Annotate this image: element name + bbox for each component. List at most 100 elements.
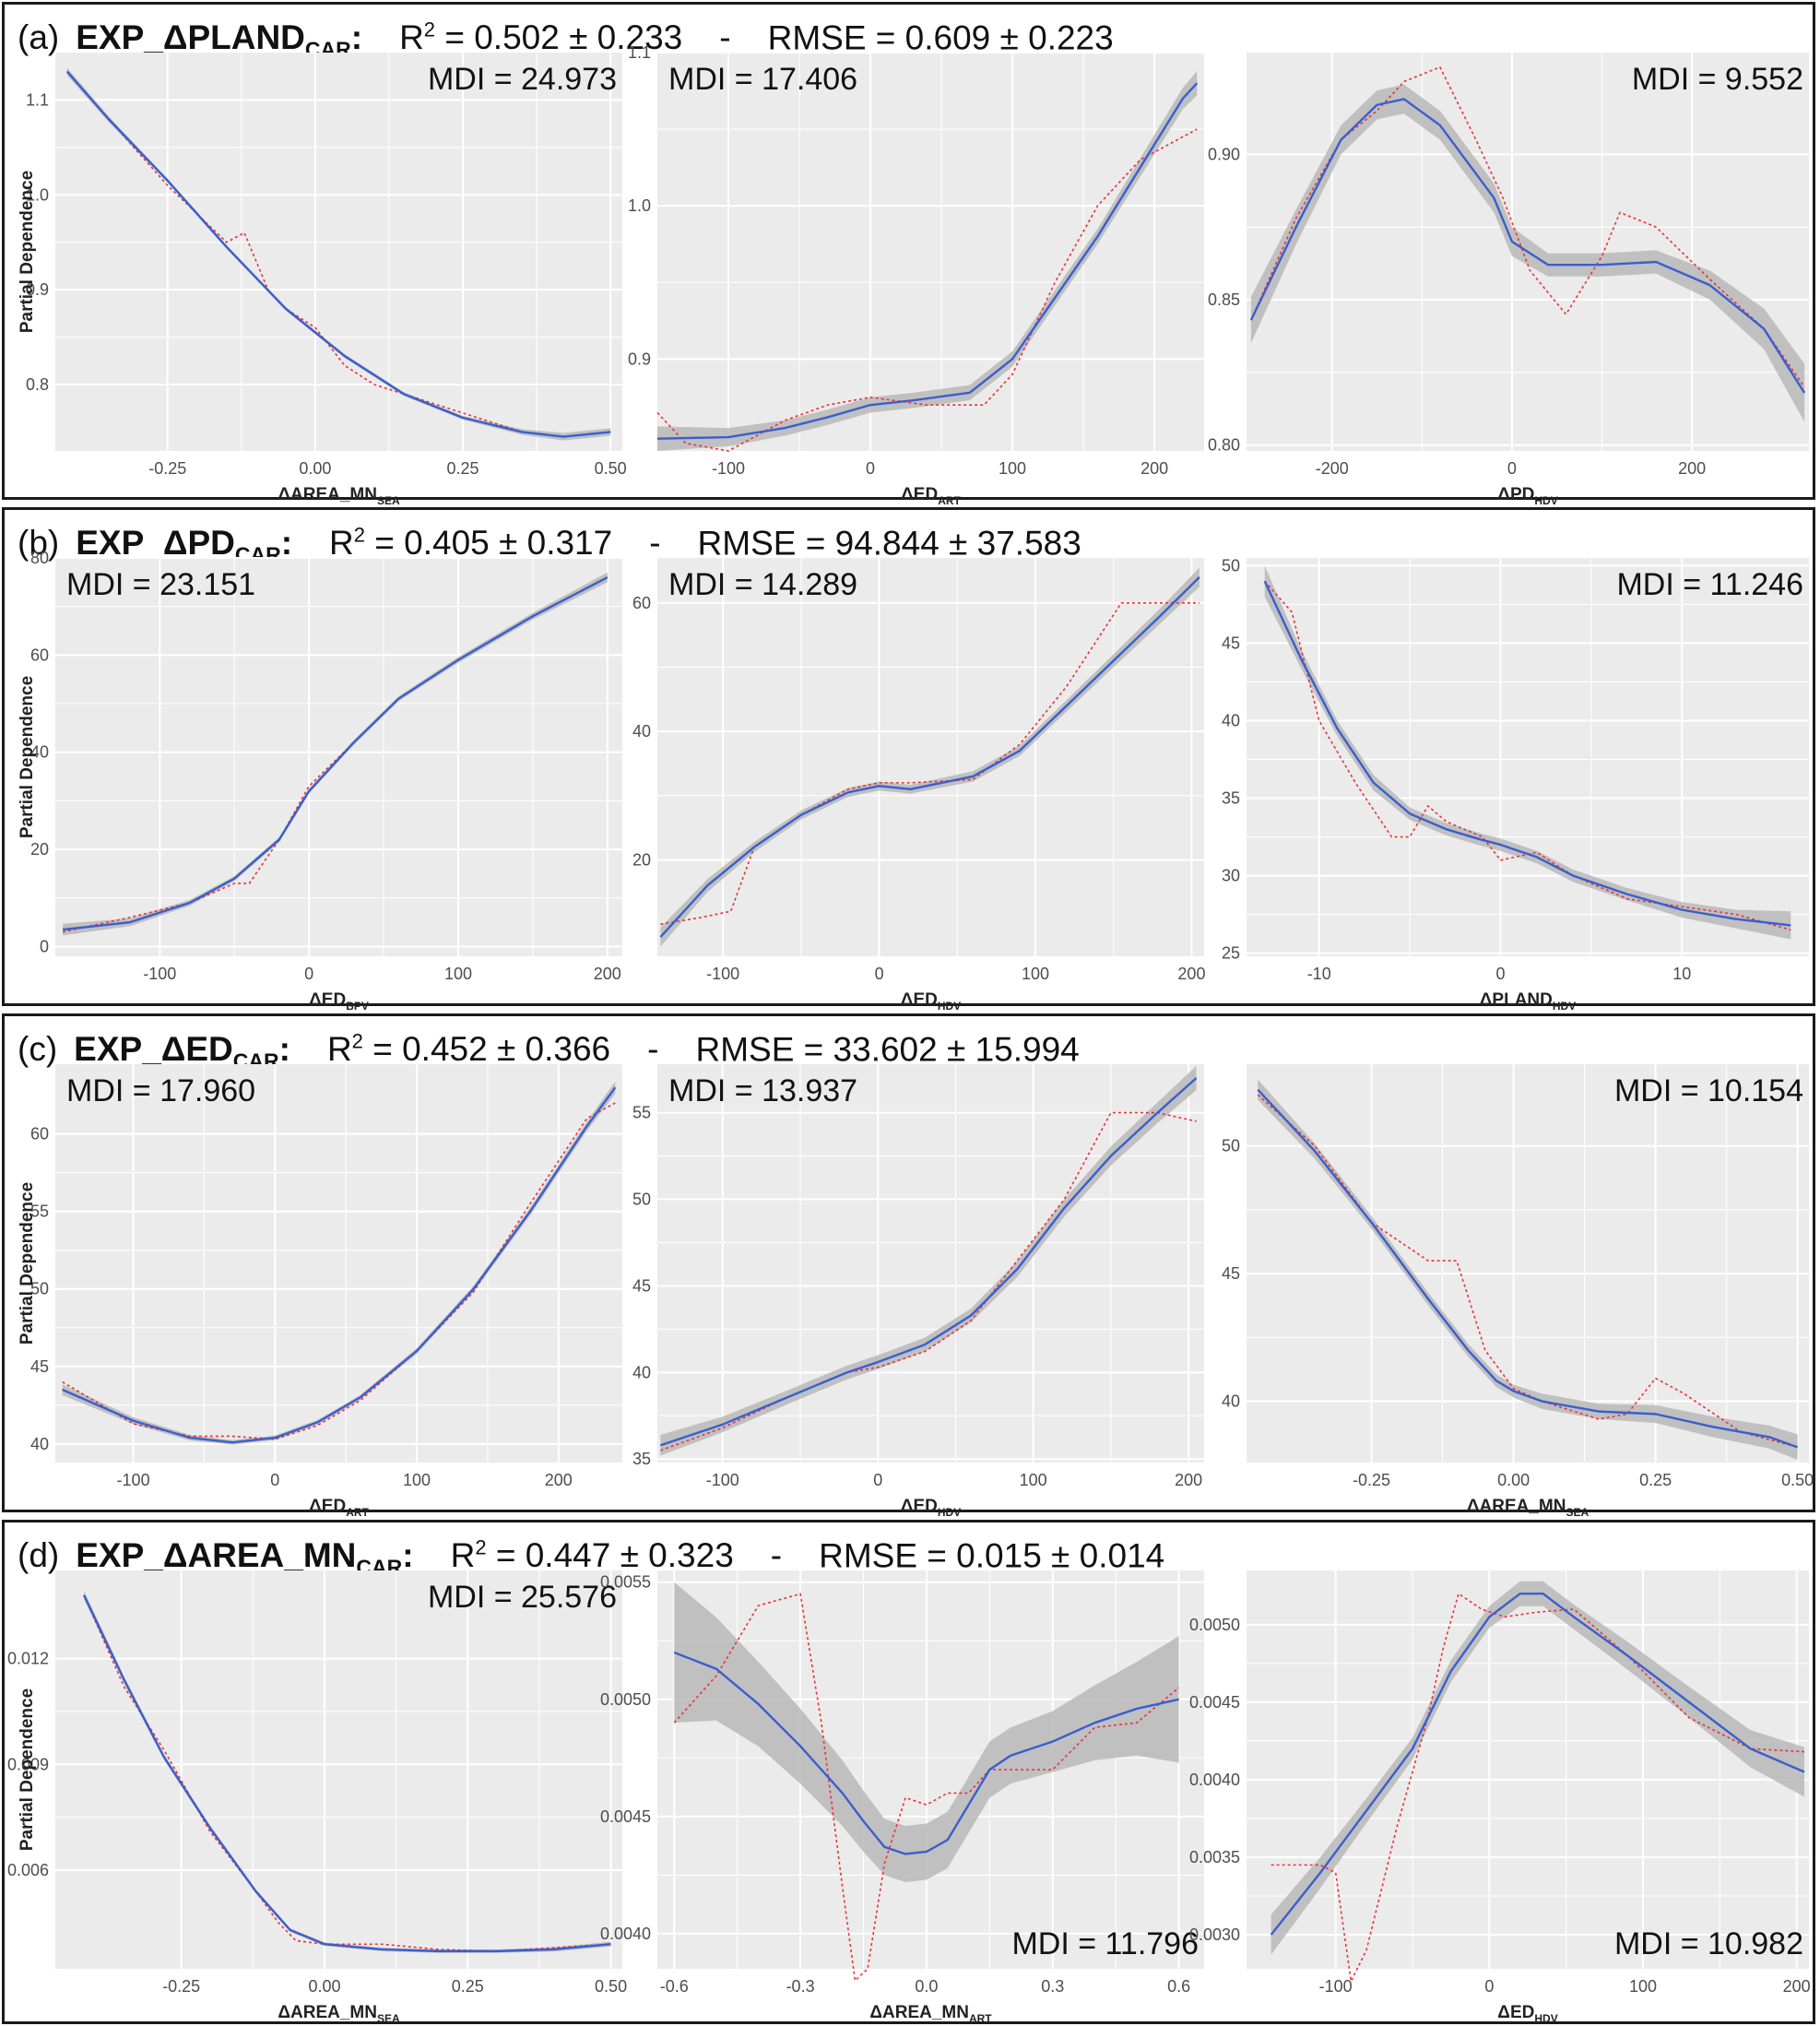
plot-panel <box>657 1064 1204 1463</box>
raw-dependence-line <box>1250 65 1805 388</box>
y-tick-label: 45 <box>30 1357 49 1376</box>
y-axis-label: Partial Dependence <box>18 1182 37 1345</box>
y-tick-label: 0.0030 <box>1189 1925 1240 1944</box>
x-tick-label: 0 <box>1507 459 1517 478</box>
x-tick-label: -100 <box>706 965 739 983</box>
mdi-annotation: MDI = 10.154 <box>1614 1073 1803 1108</box>
y-tick-label: 20 <box>632 850 651 869</box>
x-tick-label: 100 <box>444 965 472 983</box>
x-tick-label: -0.3 <box>786 1977 815 1996</box>
r2-metric: R2 = 0.447 ± 0.323 <box>450 1536 734 1575</box>
y-tick-label: 25 <box>1222 944 1240 963</box>
y-tick-label: 0 <box>40 937 49 955</box>
x-tick-label: 100 <box>999 459 1026 478</box>
x-tick-label: 10 <box>1672 965 1691 983</box>
x-tick-label: 200 <box>1140 459 1168 478</box>
smoothed-dependence-line <box>62 576 609 931</box>
row-tag: (a) <box>18 18 60 57</box>
row-tag: (c) <box>18 1030 58 1069</box>
x-tick-label: 0.25 <box>1639 1471 1672 1489</box>
x-tick-label: 100 <box>1022 965 1049 983</box>
x-axis-label: ΔAREA_MNSEA <box>278 2003 400 2025</box>
x-tick-label: -0.25 <box>1353 1471 1390 1489</box>
x-tick-label: -200 <box>1316 459 1349 478</box>
confidence-band <box>1258 1079 1798 1461</box>
y-tick-label: 0.9 <box>26 280 49 299</box>
row-header: (b) EXP_ΔPDCAR: R2 = 0.405 ± 0.317- RMSE = … <box>18 515 1081 567</box>
y-tick-label: 60 <box>30 1125 49 1143</box>
mdi-annotation: MDI = 23.151 <box>66 567 255 602</box>
x-tick-label: 0.25 <box>452 1977 484 1996</box>
confidence-band <box>1270 1581 1804 1955</box>
x-axis-label: ΔAREA_MNSEA <box>278 485 400 507</box>
smoothed-dependence-line <box>65 70 611 438</box>
separator: - <box>770 1536 783 1575</box>
x-tick-label: 0 <box>270 1471 279 1489</box>
mdi-annotation: MDI = 14.289 <box>668 567 857 602</box>
mdi-annotation: MDI = 24.973 <box>428 62 617 97</box>
x-tick-label: -100 <box>712 459 745 478</box>
rmse-metric: RMSE = 33.602 ± 15.994 <box>695 1030 1080 1069</box>
row-tag: (b) <box>18 524 60 563</box>
raw-dependence-line <box>1270 1592 1805 1985</box>
x-tick-label: 0 <box>1484 1977 1494 1996</box>
y-tick-label: 50 <box>1222 556 1240 575</box>
y-tick-label: 50 <box>30 1280 49 1298</box>
x-tick-label: 0.00 <box>299 459 331 478</box>
y-tick-label: 35 <box>632 1450 651 1468</box>
smoothed-dependence-line <box>82 1594 611 1953</box>
y-tick-label: 40 <box>30 1435 49 1453</box>
y-tick-label: 0.85 <box>1208 290 1240 309</box>
plot-panel <box>55 1064 622 1463</box>
plot-panel <box>55 53 622 451</box>
x-tick-label: 100 <box>403 1471 431 1489</box>
y-tick-label: 1.0 <box>26 185 49 204</box>
mdi-annotation: MDI = 10.982 <box>1614 1926 1803 1961</box>
y-tick-label: 50 <box>1222 1137 1240 1155</box>
y-tick-label: 0.9 <box>628 350 651 368</box>
raw-dependence-line <box>1257 1094 1798 1449</box>
row-header: (d) EXP_ΔAREA_MNCAR: R2 = 0.447 ± 0.323- RM… <box>18 1528 1164 1580</box>
y-tick-label: 0.90 <box>1208 145 1240 163</box>
target-variable: EXP_ΔAREA_MNCAR: <box>76 1536 414 1580</box>
row-header: (c) EXP_ΔEDCAR: R2 = 0.452 ± 0.366- RMSE = … <box>18 1022 1080 1073</box>
x-tick-label: 200 <box>1177 965 1205 983</box>
mdi-annotation: MDI = 17.960 <box>66 1073 255 1108</box>
y-tick-label: 45 <box>1222 1264 1240 1283</box>
y-tick-label: 45 <box>632 1276 651 1295</box>
y-tick-label: 50 <box>632 1191 651 1209</box>
x-axis-label: ΔPLANDHDV <box>1480 990 1576 1013</box>
y-axis-label: Partial Dependence <box>18 1688 37 1851</box>
r2-metric: R2 = 0.405 ± 0.317 <box>329 524 613 563</box>
mdi-annotation: MDI = 25.576 <box>428 1580 617 1615</box>
x-tick-label: 0 <box>873 1471 882 1489</box>
x-tick-label: 0.00 <box>1497 1471 1530 1489</box>
y-tick-label: 30 <box>1222 867 1240 885</box>
x-tick-label: -0.6 <box>660 1977 689 1996</box>
x-axis-label: ΔEDART <box>309 1497 369 1519</box>
y-tick-label: 1.1 <box>26 90 49 109</box>
y-tick-label: 40 <box>30 743 49 762</box>
x-tick-label: 200 <box>1678 459 1706 478</box>
y-tick-label: 40 <box>632 722 651 740</box>
x-tick-label: 100 <box>1629 1977 1657 1996</box>
x-tick-label: 0.50 <box>595 459 627 478</box>
smoothed-dependence-line <box>1263 580 1791 927</box>
x-axis-label: ΔEDART <box>901 485 961 507</box>
rmse-metric: RMSE = 94.844 ± 37.583 <box>697 524 1081 563</box>
x-tick-label: -0.25 <box>162 1977 200 1996</box>
mdi-annotation: MDI = 13.937 <box>668 1073 857 1108</box>
x-tick-label: 0.50 <box>1781 1471 1814 1489</box>
confidence-band <box>674 1582 1179 1882</box>
x-tick-label: 200 <box>545 1471 573 1489</box>
x-tick-label: 0 <box>866 459 875 478</box>
x-tick-label: 0.6 <box>1167 1977 1190 1996</box>
y-tick-label: 0.0040 <box>600 1925 651 1943</box>
y-tick-label: 0.009 <box>7 1755 49 1773</box>
smoothed-dependence-line <box>1270 1593 1805 1936</box>
r2-metric: R2 = 0.502 ± 0.233 <box>399 18 683 57</box>
plot-panel <box>55 1570 622 1969</box>
x-tick-label: -100 <box>1319 1977 1353 1996</box>
smoothed-dependence-line <box>659 1077 1198 1447</box>
